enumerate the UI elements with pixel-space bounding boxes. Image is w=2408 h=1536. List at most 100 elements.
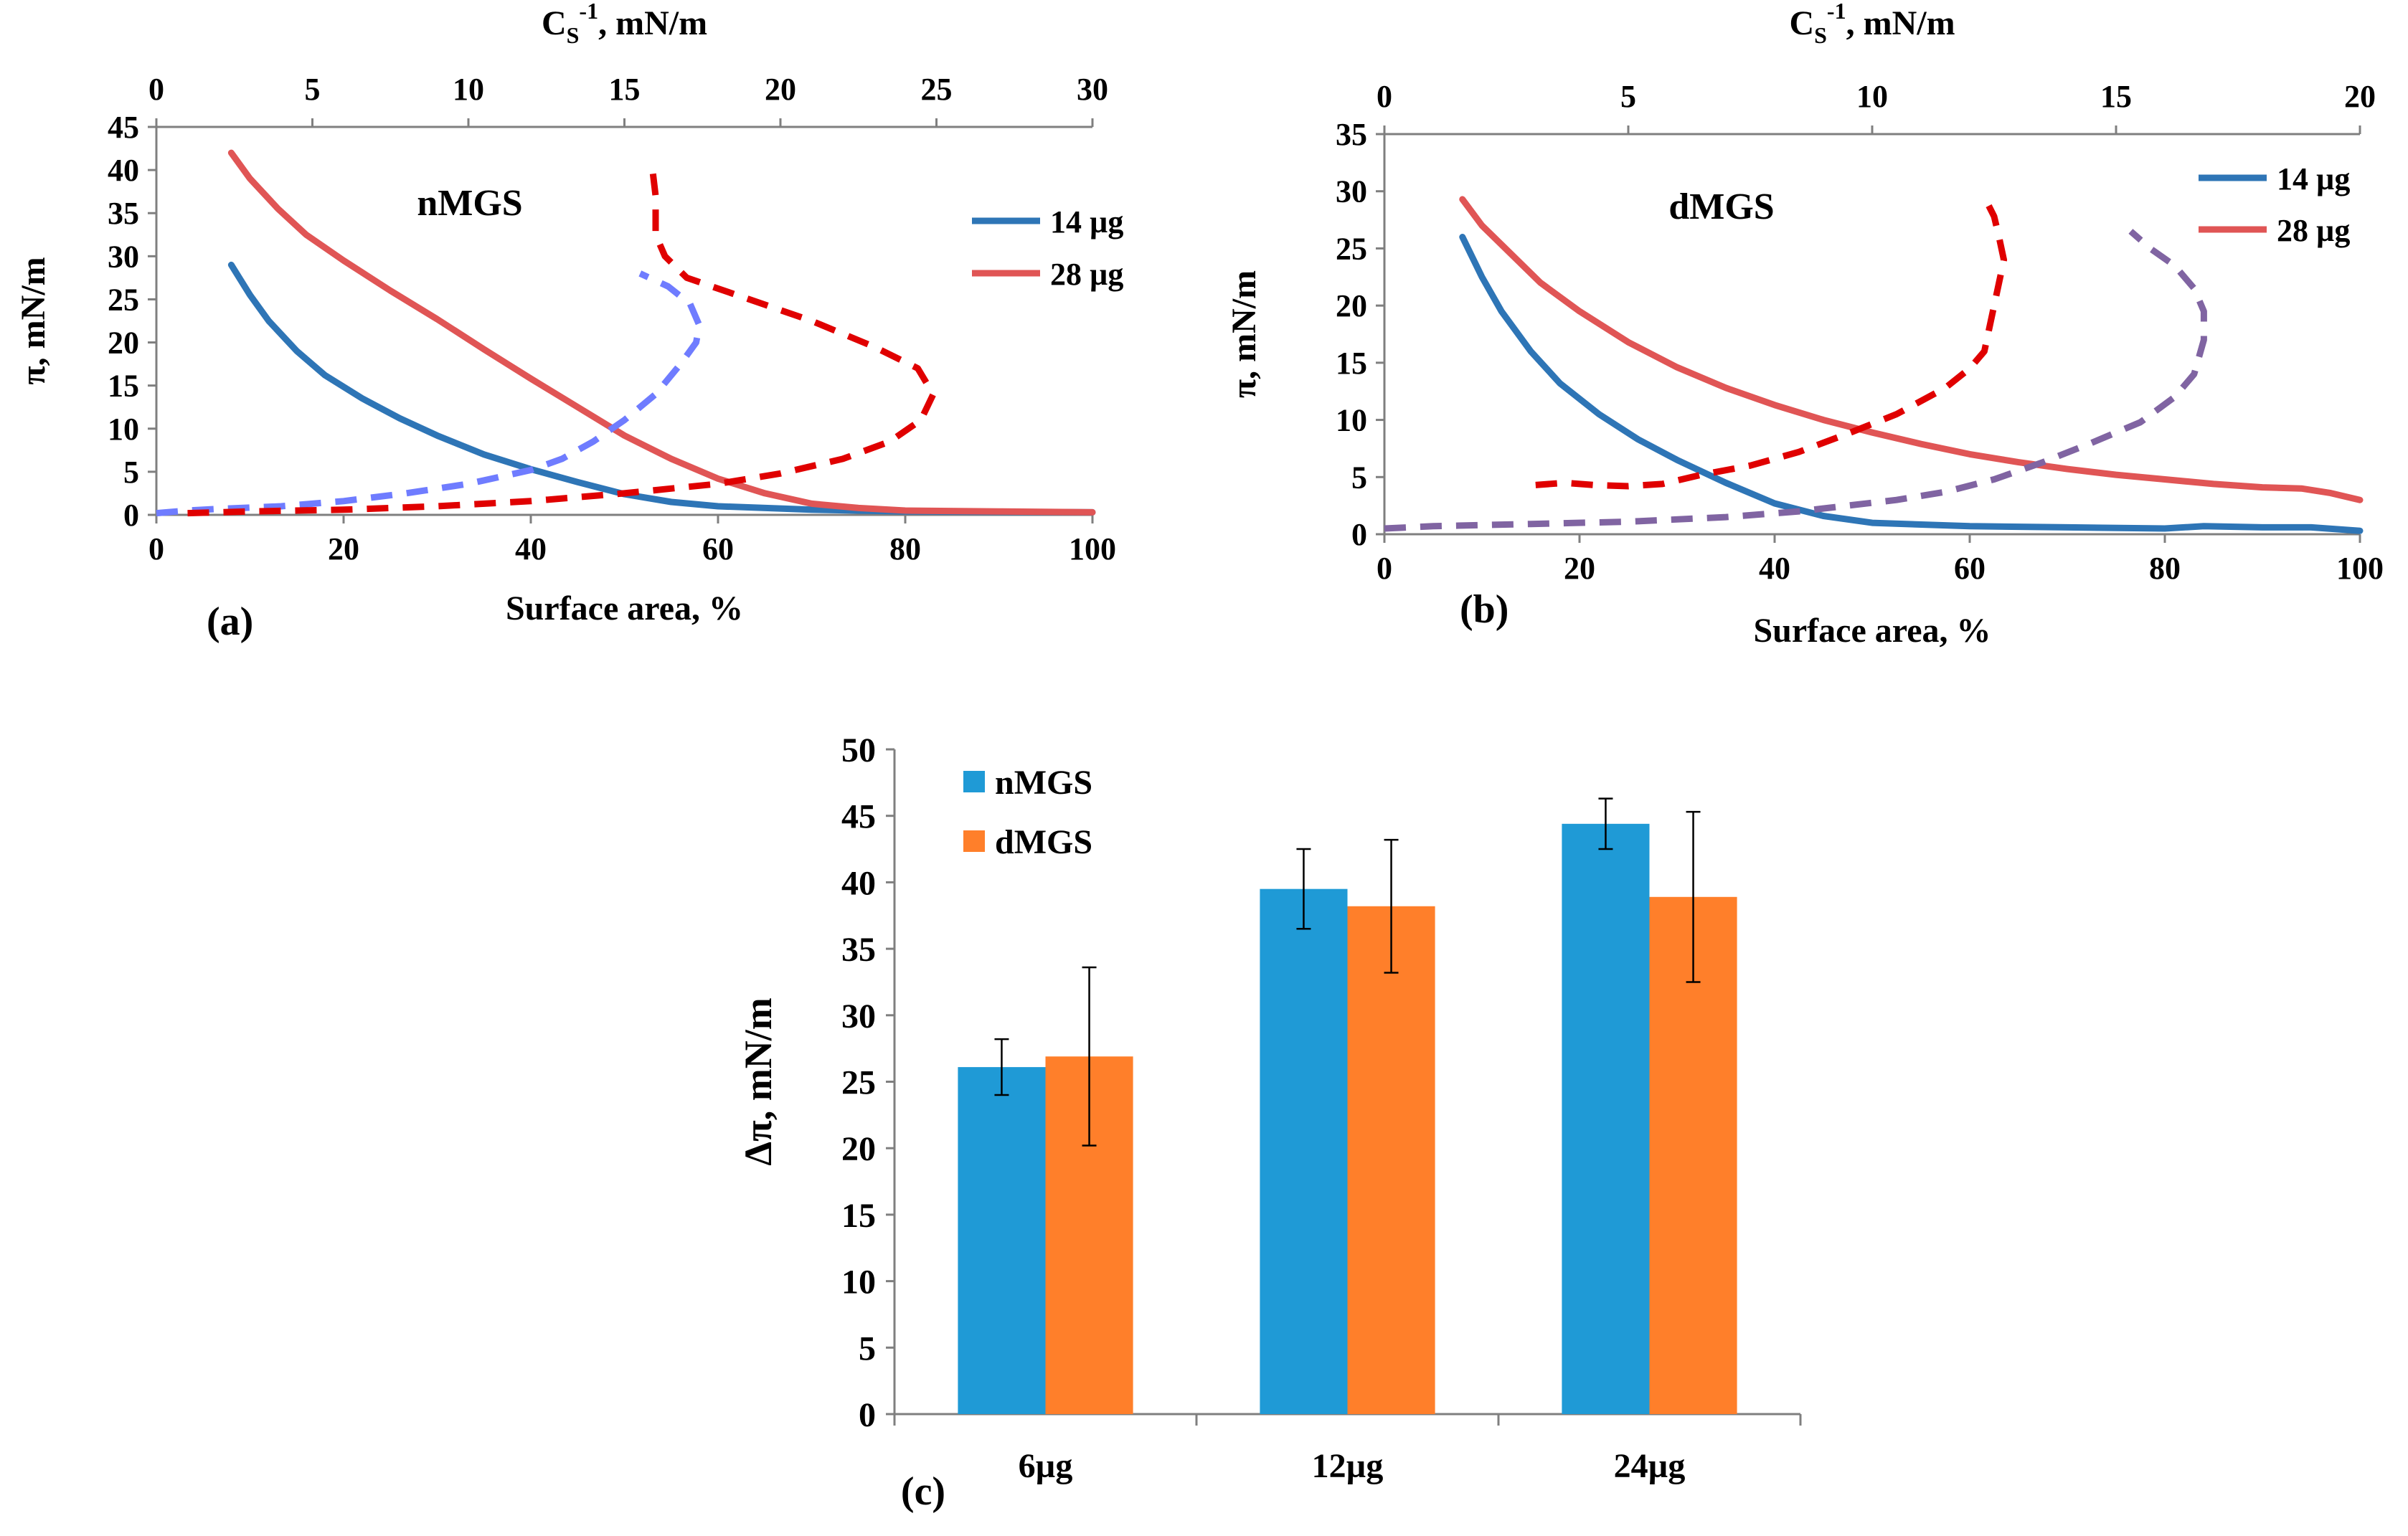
x-axis-title: Surface area, %: [506, 589, 743, 627]
panel-c: 0 5 10 15 20 25 30 35 40 45 50 6µg 12µg 24µg Δπ, mN/m n…: [737, 731, 1802, 1514]
legend-label: 28 µg: [1050, 257, 1123, 292]
legend-label: 14 µg: [1050, 204, 1123, 240]
y-tick-label: 5: [859, 1329, 876, 1367]
series-line-2: [156, 270, 703, 517]
x2-tick-label: 0: [1377, 79, 1392, 114]
panel-label: (b): [1460, 587, 1508, 632]
x-tick-label: 100: [2336, 551, 2384, 586]
series-line-1: [227, 149, 1096, 516]
y-tick-label: 10: [841, 1264, 876, 1302]
x2-axis-title-main: C: [542, 4, 567, 42]
y-tick-label: 45: [108, 110, 139, 145]
x2-axis-title-sub: S: [567, 22, 580, 48]
panel-label: (c): [901, 1469, 945, 1514]
panel-a: 0 20 40 60 80 100 0 5 10 15 20 25 30 0 5 10 15 20 25 30 35 40…: [14, 0, 1123, 644]
y-axis-title: π, mN/m: [1225, 270, 1263, 398]
x2-axis-title-sup: -1: [579, 0, 598, 24]
y-tick-label: 20: [1336, 288, 1367, 323]
x-tick-label: 60: [1954, 551, 1986, 586]
y-axis-title: Δπ, mN/m: [737, 997, 780, 1165]
x2-tick-label: 10: [1856, 79, 1888, 114]
legend-label: dMGS: [995, 823, 1092, 861]
y-tick-label: 0: [859, 1396, 876, 1434]
y-tick-label: 35: [841, 931, 876, 969]
x2-axis-title-rest: , mN/m: [1846, 4, 1955, 42]
y-tick-label: 25: [108, 282, 139, 317]
x2-tick-label: 20: [2344, 79, 2376, 114]
series-line-2: [1384, 229, 2207, 532]
x2-tick-label: 15: [2100, 79, 2132, 114]
x2-tick-label: 5: [305, 72, 321, 107]
x-tick-label: 100: [1069, 531, 1116, 566]
series-line-0: [1459, 234, 2364, 534]
x-tick-label: 60: [702, 531, 734, 566]
x-tick-label: 80: [2149, 551, 2181, 586]
panel-b: 0 20 40 60 80 100 0 5 10 15 20 0 5 10 15 20 25 30 35 Surfac…: [1225, 0, 2384, 650]
x-tick-label: 20: [1564, 551, 1595, 586]
y-tick-label: 45: [841, 798, 876, 836]
y-tick-label: 0: [123, 498, 139, 533]
x2-axis-title: CS-1, mN/m: [1789, 0, 1955, 48]
y-tick-label: 30: [1336, 174, 1367, 209]
y-tick-label: 20: [841, 1130, 876, 1168]
y-tick-label: 30: [841, 997, 876, 1035]
x2-tick-label: 10: [453, 72, 484, 107]
y-tick-label: 35: [1336, 117, 1367, 152]
x2-tick-label: 25: [921, 72, 953, 107]
x2-tick-label: 5: [1620, 79, 1636, 114]
y-tick-label: 35: [108, 196, 139, 231]
bar-nMGS-12µg: [1260, 888, 1348, 1414]
series-line-3: [1535, 195, 2008, 490]
legend-label: nMGS: [995, 764, 1092, 802]
y-tick-label: 15: [841, 1197, 876, 1235]
annotation-label: dMGS: [1668, 186, 1774, 227]
y-tick-label: 5: [123, 455, 139, 490]
series-line-3: [187, 169, 937, 517]
y-tick-label: 40: [108, 153, 139, 188]
y-axis-title: π, mN/m: [14, 257, 52, 384]
x2-axis-title-sup: -1: [1827, 0, 1846, 24]
x2-tick-label: 20: [765, 72, 796, 107]
bar-dMGS-24µg: [1649, 896, 1737, 1414]
x2-axis-title: CS-1, mN/m: [542, 0, 707, 48]
y-tick-label: 50: [841, 731, 876, 769]
y-tick-label: 20: [108, 326, 139, 361]
y-tick-label: 15: [108, 369, 139, 404]
bar-nMGS-6µg: [958, 1067, 1046, 1414]
x2-tick-label: 15: [609, 72, 641, 107]
x2-axis-title-sub: S: [1814, 22, 1827, 48]
y-tick-label: 40: [841, 864, 876, 902]
x-tick-label: 0: [1377, 551, 1392, 586]
x-tick-label: 20: [328, 531, 359, 566]
y-tick-label: 30: [108, 239, 139, 274]
panel-label: (a): [207, 599, 253, 644]
x-tick-label: 40: [515, 531, 547, 566]
legend-swatch: [963, 771, 985, 792]
x2-axis-title-rest: , mN/m: [598, 4, 707, 42]
x2-tick-label: 30: [1077, 72, 1108, 107]
bar-dMGS-12µg: [1347, 906, 1435, 1414]
series-line-0: [227, 261, 1096, 516]
x-tick-label: 40: [1759, 551, 1790, 586]
legend-swatch: [963, 830, 985, 852]
x2-axis-title-main: C: [1789, 4, 1814, 42]
x-axis-title: Surface area, %: [1753, 612, 1991, 650]
series-line-1: [1459, 196, 2364, 503]
x-category-label: 12µg: [1312, 1447, 1384, 1485]
annotation-label: nMGS: [417, 183, 522, 224]
legend-label: 28 µg: [2277, 213, 2350, 248]
x-category-label: 24µg: [1614, 1447, 1686, 1485]
y-tick-label: 10: [1336, 403, 1367, 438]
x-tick-label: 0: [148, 531, 164, 566]
y-tick-label: 0: [1351, 517, 1367, 552]
x-tick-label: 80: [889, 531, 921, 566]
legend-label: 14 µg: [2277, 161, 2350, 196]
y-tick-label: 15: [1336, 346, 1367, 381]
y-tick-label: 25: [1336, 231, 1367, 266]
y-tick-label: 5: [1351, 460, 1367, 495]
y-tick-label: 10: [108, 412, 139, 447]
y-tick-label: 25: [841, 1064, 876, 1102]
x-category-label: 6µg: [1019, 1447, 1073, 1485]
bar-nMGS-24µg: [1562, 823, 1650, 1414]
